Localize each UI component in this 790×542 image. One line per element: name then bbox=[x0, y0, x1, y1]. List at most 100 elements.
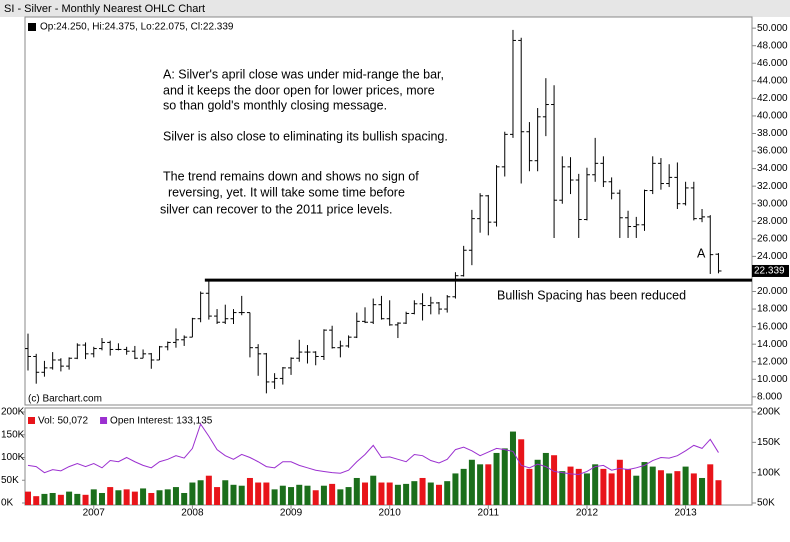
x-tick-label: 2008 bbox=[181, 508, 204, 519]
legend-swatch bbox=[28, 23, 36, 31]
volume-bar bbox=[230, 484, 237, 505]
y-tick-label: 36.000 bbox=[757, 146, 788, 157]
volume-bar bbox=[41, 493, 48, 505]
y2-tick-label: 200K bbox=[757, 407, 781, 418]
volume-bar bbox=[82, 494, 89, 505]
header-bar bbox=[0, 0, 790, 17]
volume-bar bbox=[608, 473, 615, 505]
x-tick-label: 2013 bbox=[674, 508, 697, 519]
volume-bar bbox=[600, 468, 607, 505]
volume-bar bbox=[699, 477, 706, 505]
volume-bar bbox=[666, 473, 673, 505]
volume-bar bbox=[649, 466, 656, 505]
annotation: silver can recover to the 2011 price lev… bbox=[160, 202, 393, 216]
volume-bar bbox=[107, 487, 114, 505]
legend-entry: Open Interest: 133,135 bbox=[110, 416, 213, 427]
open-interest-line bbox=[27, 423, 719, 475]
x-tick-label: 2007 bbox=[83, 508, 106, 519]
volume-bar bbox=[427, 482, 434, 505]
y-tick-label: 26.000 bbox=[757, 233, 788, 244]
volume-bar bbox=[436, 484, 442, 505]
volume-bar bbox=[485, 464, 492, 505]
y-tick-label: 10.000 bbox=[757, 374, 788, 385]
y-tick-label: 100K bbox=[1, 452, 25, 463]
volume-bar bbox=[74, 493, 81, 505]
volume-bar bbox=[271, 489, 278, 505]
volume-bar bbox=[551, 455, 558, 505]
volume-bar bbox=[477, 464, 484, 505]
volume-bar bbox=[148, 492, 155, 505]
credit: (c) Barchart.com bbox=[28, 394, 102, 405]
volume-bar bbox=[90, 489, 97, 505]
volume-bar bbox=[49, 492, 56, 505]
y-tick-label: 44.000 bbox=[757, 75, 788, 86]
volume-bar bbox=[526, 468, 533, 505]
y-tick-label: 42.000 bbox=[757, 93, 788, 104]
annotation: A bbox=[697, 246, 706, 260]
volume-bar bbox=[98, 492, 105, 505]
x-tick-label: 2010 bbox=[379, 508, 402, 519]
volume-bar bbox=[690, 473, 697, 505]
legend-entry: Vol: 50,072 bbox=[38, 416, 88, 427]
y-tick-label: 18.000 bbox=[757, 304, 788, 315]
y-tick-label: 30.000 bbox=[757, 198, 788, 209]
annotation: Silver is also close to eliminating its … bbox=[163, 129, 448, 143]
annotation: The trend remains down and shows no sign… bbox=[163, 169, 419, 183]
volume-bar bbox=[444, 481, 451, 505]
annotation: A: Silver's april close was under mid-ra… bbox=[163, 67, 444, 81]
legend-swatch bbox=[100, 417, 108, 424]
volume-bar bbox=[575, 468, 582, 505]
legend-price: Op:24.250, Hi:24.375, Lo:22.075, Cl:22.3… bbox=[40, 22, 234, 33]
volume-bar bbox=[279, 485, 286, 505]
volume-bar bbox=[674, 471, 681, 505]
volume-bar bbox=[633, 475, 640, 505]
y-tick-label: 200K bbox=[1, 407, 25, 418]
volume-bar bbox=[411, 481, 418, 505]
volume-bar bbox=[616, 459, 623, 505]
y-tick-label: 38.000 bbox=[757, 128, 788, 139]
y-tick-label: 50.000 bbox=[757, 23, 788, 34]
y2-tick-label: 50K bbox=[757, 498, 775, 509]
volume-bar bbox=[123, 489, 130, 505]
volume-bar bbox=[312, 490, 319, 505]
volume-bar bbox=[222, 480, 229, 505]
y-tick-label: 50K bbox=[1, 475, 19, 486]
volume-bar bbox=[329, 483, 336, 505]
volume-bar bbox=[214, 487, 221, 505]
volume-bar bbox=[304, 485, 311, 505]
volume-bar bbox=[115, 490, 122, 505]
y-tick-label: 24.000 bbox=[757, 251, 788, 262]
volume-bar bbox=[140, 488, 147, 505]
x-tick-label: 2011 bbox=[478, 508, 500, 519]
y-tick-label: 8.000 bbox=[757, 391, 782, 402]
y2-tick-label: 150K bbox=[757, 437, 781, 448]
y-tick-label: 46.000 bbox=[757, 58, 788, 69]
volume-bar bbox=[345, 487, 352, 505]
last-price-label: 22.339 bbox=[754, 266, 785, 277]
x-tick-label: 2012 bbox=[576, 508, 599, 519]
volume-bar bbox=[172, 487, 179, 505]
volume-bar bbox=[625, 468, 632, 505]
volume-bar bbox=[493, 452, 500, 505]
volume-bar bbox=[246, 477, 253, 505]
volume-bar bbox=[559, 471, 566, 505]
volume-bar bbox=[181, 492, 188, 505]
volume-bar bbox=[296, 484, 303, 505]
volume-bar bbox=[452, 473, 459, 505]
volume-bar bbox=[707, 464, 714, 505]
y-tick-label: 48.000 bbox=[757, 40, 788, 51]
volume-bar bbox=[394, 484, 401, 505]
y-tick-label: 12.000 bbox=[757, 356, 788, 367]
y-tick-label: 32.000 bbox=[757, 181, 788, 192]
volume-bar bbox=[131, 491, 138, 505]
volume-bar bbox=[197, 480, 204, 505]
volume-bar bbox=[509, 431, 516, 505]
volume-bar bbox=[682, 466, 689, 505]
volume-bar bbox=[542, 452, 549, 505]
volume-bar bbox=[419, 477, 426, 505]
volume-bar bbox=[25, 491, 31, 505]
volume-bar bbox=[403, 483, 410, 505]
y-tick-label: 34.000 bbox=[757, 163, 788, 174]
volume-bar bbox=[592, 464, 599, 505]
volume-bar bbox=[189, 482, 196, 505]
